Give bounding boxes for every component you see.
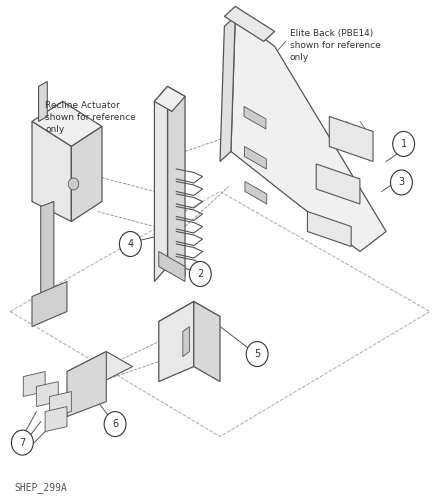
Text: 7: 7 [19, 438, 26, 448]
Polygon shape [45, 406, 67, 432]
Text: 4: 4 [127, 239, 133, 249]
Polygon shape [183, 326, 189, 357]
Polygon shape [308, 211, 351, 246]
Text: 3: 3 [398, 178, 404, 188]
Polygon shape [37, 382, 58, 406]
Polygon shape [194, 301, 220, 382]
Text: 2: 2 [197, 269, 203, 279]
Polygon shape [41, 202, 54, 306]
Polygon shape [224, 7, 275, 41]
Polygon shape [159, 301, 194, 382]
Polygon shape [329, 116, 373, 161]
Polygon shape [32, 282, 67, 326]
Text: Recline Actuator
shown for reference
only: Recline Actuator shown for reference onl… [45, 102, 136, 134]
Polygon shape [168, 87, 185, 277]
Polygon shape [220, 17, 235, 161]
Polygon shape [154, 87, 185, 112]
Text: 5: 5 [254, 349, 260, 359]
Circle shape [119, 231, 141, 257]
Polygon shape [316, 164, 360, 204]
Circle shape [391, 170, 412, 195]
Circle shape [11, 430, 33, 455]
Polygon shape [231, 17, 386, 251]
Circle shape [68, 178, 79, 190]
Polygon shape [67, 352, 132, 387]
Text: 6: 6 [112, 419, 118, 429]
Circle shape [189, 262, 211, 287]
Polygon shape [244, 107, 266, 129]
Polygon shape [32, 121, 71, 221]
Polygon shape [159, 301, 220, 337]
Text: 1: 1 [400, 139, 407, 149]
Polygon shape [245, 146, 266, 169]
Polygon shape [23, 372, 45, 396]
Circle shape [393, 131, 414, 156]
Polygon shape [159, 252, 185, 282]
Polygon shape [245, 182, 267, 204]
Text: SHEP_299A: SHEP_299A [15, 482, 67, 492]
Polygon shape [71, 126, 102, 221]
Polygon shape [32, 102, 102, 146]
Polygon shape [39, 81, 47, 121]
Circle shape [246, 342, 268, 367]
Circle shape [104, 411, 126, 437]
Polygon shape [154, 87, 168, 282]
Polygon shape [49, 391, 71, 416]
Text: Elite Back (PBE14)
shown for reference
only: Elite Back (PBE14) shown for reference o… [290, 29, 381, 61]
Polygon shape [67, 352, 106, 416]
